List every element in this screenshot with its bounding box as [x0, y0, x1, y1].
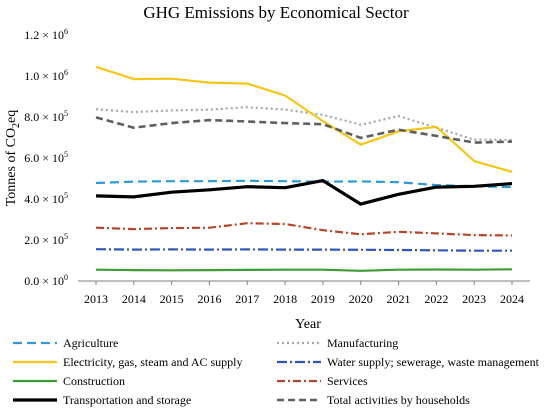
y-tick-mantissa: 1.2 × 10	[24, 28, 64, 42]
y-tick-exponent: 5	[64, 232, 68, 241]
x-tick-label: 2017	[235, 292, 259, 306]
y-tick-label: 6.0 × 105	[24, 150, 68, 165]
x-tick-label: 2022	[424, 292, 448, 306]
x-tick-label: 2014	[122, 292, 146, 306]
x-tick-label: 2016	[197, 292, 221, 306]
chart-title: GHG Emissions by Economical Sector	[143, 3, 409, 22]
x-tick-label: 2023	[462, 292, 486, 306]
y-tick-exponent: 6	[64, 68, 68, 77]
legend-label: Agriculture	[63, 336, 118, 350]
y-tick-exponent: 6	[64, 27, 68, 36]
legend: Agriculture Manufacturing Electricity, gas…	[13, 336, 540, 407]
y-tick-mantissa: 6.0 × 10	[24, 151, 64, 165]
series-line-services	[95, 222, 513, 237]
y-tick-mantissa: 0.0 × 10	[24, 274, 64, 288]
y-tick-mantissa: 4.0 × 10	[24, 192, 64, 206]
y-tick-mantissa: 1.0 × 10	[24, 69, 64, 83]
series-lines	[95, 65, 513, 272]
y-axis-label-main: Tonnes of CO	[4, 128, 19, 206]
y-axis-label-tail: eq	[4, 110, 19, 123]
y-axis-label-subscript: 2	[11, 123, 22, 128]
x-tick-label: 2015	[160, 292, 184, 306]
legend-label: Transportation and storage	[63, 393, 191, 407]
x-tick-label: 2020	[349, 292, 373, 306]
y-tick-label: 0.0 × 100	[24, 273, 68, 288]
series-line-construction	[95, 268, 513, 272]
x-tick-label: 2013	[84, 292, 108, 306]
x-axis-label: Year	[295, 317, 321, 332]
y-tick-exponent: 5	[64, 191, 68, 200]
legend-label: Electricity, gas, steam and AC supply	[63, 355, 243, 369]
series-line-total-activities-by-households	[95, 116, 513, 144]
y-tick-exponent: 0	[64, 273, 68, 282]
y-tick-mantissa: 8.0 × 10	[24, 110, 64, 124]
x-tick-label: 2018	[273, 292, 297, 306]
series-line-manufacturing	[95, 106, 513, 142]
legend-label: Total activities by households	[327, 393, 470, 407]
legend-label: Construction	[63, 374, 125, 388]
y-tick-label: 8.0 × 105	[24, 109, 68, 124]
y-axis-label: Tonnes of CO2eq	[4, 110, 22, 207]
legend-label: Manufacturing	[327, 336, 398, 350]
x-tick-label: 2024	[500, 292, 524, 306]
x-tick-label: 2019	[311, 292, 335, 306]
y-tick-exponent: 5	[64, 150, 68, 159]
y-tick-label: 1.0 × 106	[24, 68, 68, 83]
series-line-transportation-and-storage	[95, 179, 513, 206]
y-tick-label: 2.0 × 105	[24, 232, 68, 247]
y-tick-label: 1.2 × 106	[24, 27, 68, 42]
y-tick-label: 4.0 × 105	[24, 191, 68, 206]
legend-label: Services	[327, 374, 368, 388]
x-tick-label: 2021	[387, 292, 411, 306]
y-tick-mantissa: 2.0 × 10	[24, 233, 64, 247]
series-line-electricity-gas-steam-and-ac-supply	[95, 65, 513, 173]
x-tick-labels: 2013 2014 2015 2016 2017 2018 2019 2020 2021 2022…	[84, 281, 524, 306]
legend-label: Water supply; sewerage, waste management	[327, 355, 540, 369]
y-tick-exponent: 5	[64, 109, 68, 118]
series-line-water-supply-sewerage-waste-management	[95, 248, 512, 252]
